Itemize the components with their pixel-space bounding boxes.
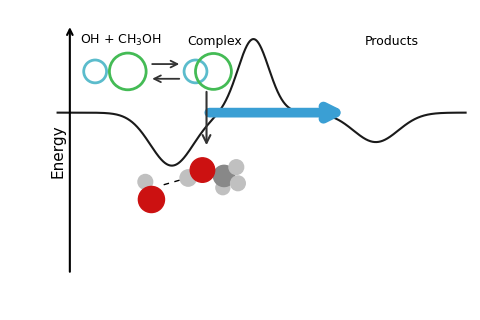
Ellipse shape [190,158,215,182]
Ellipse shape [229,160,244,174]
Ellipse shape [138,187,165,212]
Text: OH + CH$_3$OH: OH + CH$_3$OH [80,33,162,48]
Text: Energy: Energy [50,124,65,178]
Ellipse shape [214,165,235,187]
Text: Products: Products [365,35,419,48]
Text: Complex: Complex [187,35,242,48]
Ellipse shape [180,170,196,186]
Ellipse shape [138,174,153,189]
Ellipse shape [216,181,230,195]
Ellipse shape [230,176,245,191]
